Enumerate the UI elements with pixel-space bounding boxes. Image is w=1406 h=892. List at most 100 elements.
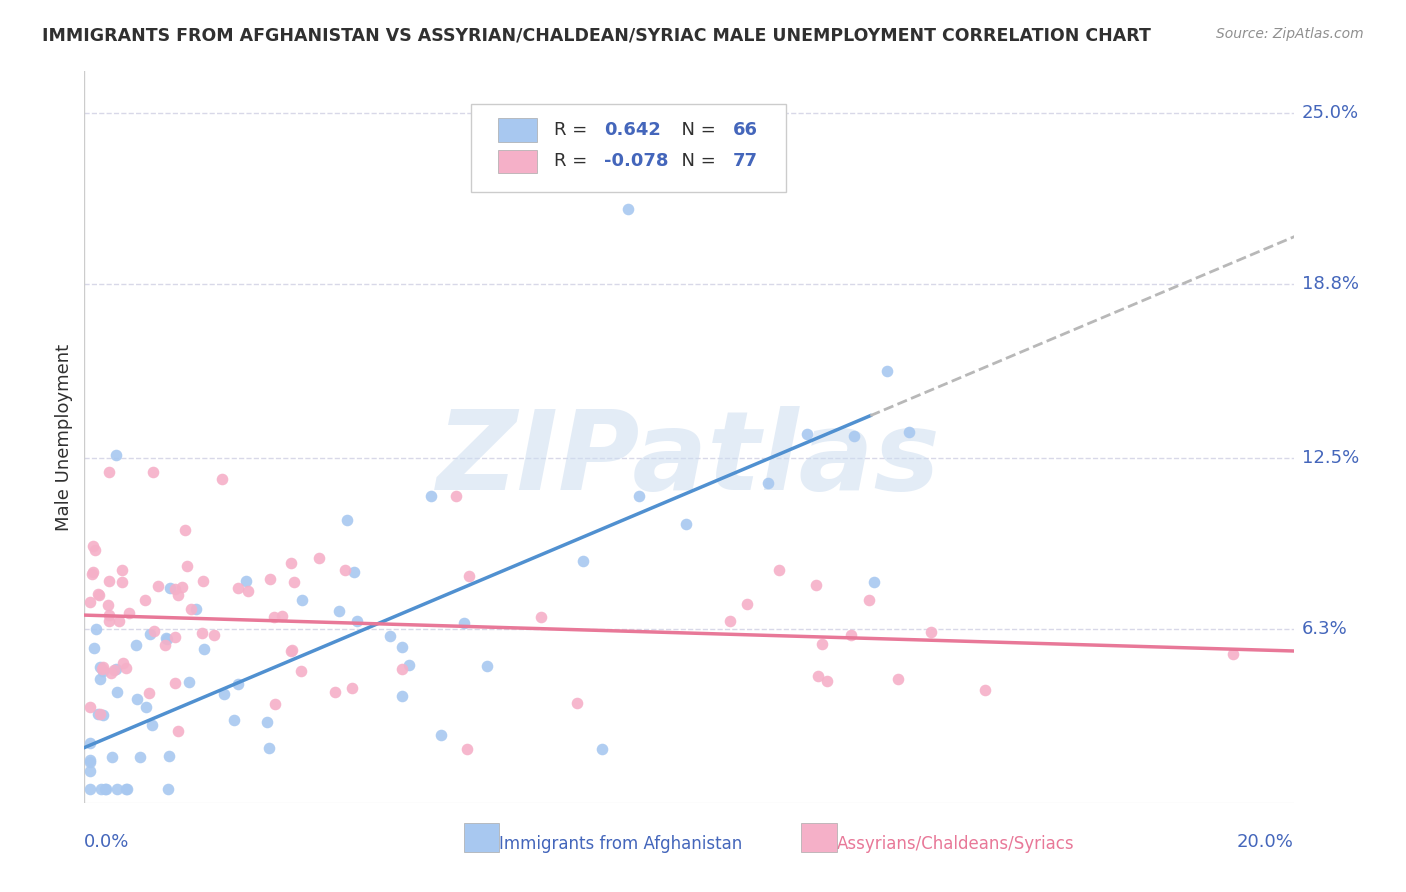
Point: [128, 750, 150, 764]
Point: [97, 599, 120, 613]
Point: [89, 672, 111, 686]
Point: [98, 608, 121, 623]
Point: [82, 540, 104, 554]
Text: 20.0%: 20.0%: [1237, 833, 1294, 851]
Point: [212, 687, 235, 701]
Point: [768, 563, 790, 577]
Point: [193, 642, 215, 657]
Point: [79, 782, 101, 797]
Point: [308, 551, 330, 566]
Point: [973, 682, 995, 697]
Point: [458, 569, 481, 583]
Point: [811, 637, 834, 651]
Point: [100, 750, 122, 764]
Point: [444, 489, 467, 503]
Point: [104, 661, 127, 675]
Text: 0.0%: 0.0%: [84, 833, 129, 851]
Point: [105, 782, 128, 797]
Point: [333, 563, 356, 577]
Point: [93, 782, 115, 797]
Point: [430, 728, 453, 742]
Point: [281, 643, 304, 657]
Point: [167, 587, 190, 601]
Point: [756, 475, 779, 490]
Text: Source: ZipAtlas.com: Source: ZipAtlas.com: [1216, 27, 1364, 41]
Text: 12.5%: 12.5%: [1302, 449, 1360, 467]
Point: [166, 724, 188, 739]
Y-axis label: Male Unemployment: Male Unemployment: [55, 343, 73, 531]
Point: [886, 673, 908, 687]
Point: [98, 465, 121, 479]
Point: [235, 574, 257, 589]
Point: [87, 588, 110, 602]
Point: [897, 425, 920, 440]
Text: N =: N =: [669, 121, 721, 139]
Point: [263, 610, 285, 624]
Point: [155, 638, 177, 652]
Point: [398, 658, 420, 673]
Point: [184, 602, 207, 616]
Point: [165, 582, 187, 596]
Point: [280, 643, 302, 657]
Point: [228, 582, 250, 596]
Point: [453, 615, 475, 630]
Point: [94, 782, 117, 797]
Point: [180, 602, 202, 616]
Text: 77: 77: [733, 153, 758, 170]
Point: [115, 661, 138, 675]
Point: [591, 742, 613, 756]
Point: [259, 572, 281, 586]
Point: [157, 749, 180, 764]
Point: [155, 632, 177, 646]
Point: [920, 624, 942, 639]
Point: [718, 614, 741, 628]
Point: [89, 706, 111, 721]
Point: [263, 698, 285, 712]
Point: [91, 660, 114, 674]
Text: N =: N =: [669, 153, 721, 170]
Point: [328, 604, 350, 618]
Text: 25.0%: 25.0%: [1302, 103, 1360, 122]
Point: [135, 699, 157, 714]
Point: [628, 489, 651, 503]
Point: [844, 429, 866, 443]
Point: [804, 578, 827, 592]
Point: [336, 513, 359, 527]
Point: [806, 669, 828, 683]
Point: [79, 755, 101, 769]
Point: [863, 574, 886, 589]
Point: [477, 659, 499, 673]
Point: [82, 565, 104, 579]
Point: [165, 676, 187, 690]
Point: [226, 677, 249, 691]
Point: [104, 448, 127, 462]
Point: [125, 692, 148, 706]
Point: [530, 610, 553, 624]
Point: [735, 597, 758, 611]
Point: [256, 715, 278, 730]
Point: [79, 753, 101, 767]
FancyBboxPatch shape: [471, 104, 786, 192]
Point: [138, 686, 160, 700]
Point: [291, 593, 314, 607]
Point: [115, 782, 138, 797]
Point: [211, 472, 233, 486]
Point: [202, 628, 225, 642]
Point: [91, 664, 114, 678]
Point: [191, 574, 214, 588]
Point: [343, 565, 366, 579]
Point: [90, 782, 112, 797]
Point: [111, 563, 134, 577]
Point: [111, 575, 134, 590]
Point: [571, 554, 593, 568]
Point: [91, 708, 114, 723]
Text: IMMIGRANTS FROM AFGHANISTAN VS ASSYRIAN/CHALDEAN/SYRIAC MALE UNEMPLOYMENT CORREL: IMMIGRANTS FROM AFGHANISTAN VS ASSYRIAN/…: [42, 27, 1152, 45]
Point: [675, 516, 697, 531]
Point: [271, 609, 294, 624]
Point: [142, 624, 165, 638]
Point: [156, 632, 179, 647]
Text: 66: 66: [733, 121, 758, 139]
Point: [90, 662, 112, 676]
Point: [124, 639, 146, 653]
Point: [87, 587, 110, 601]
